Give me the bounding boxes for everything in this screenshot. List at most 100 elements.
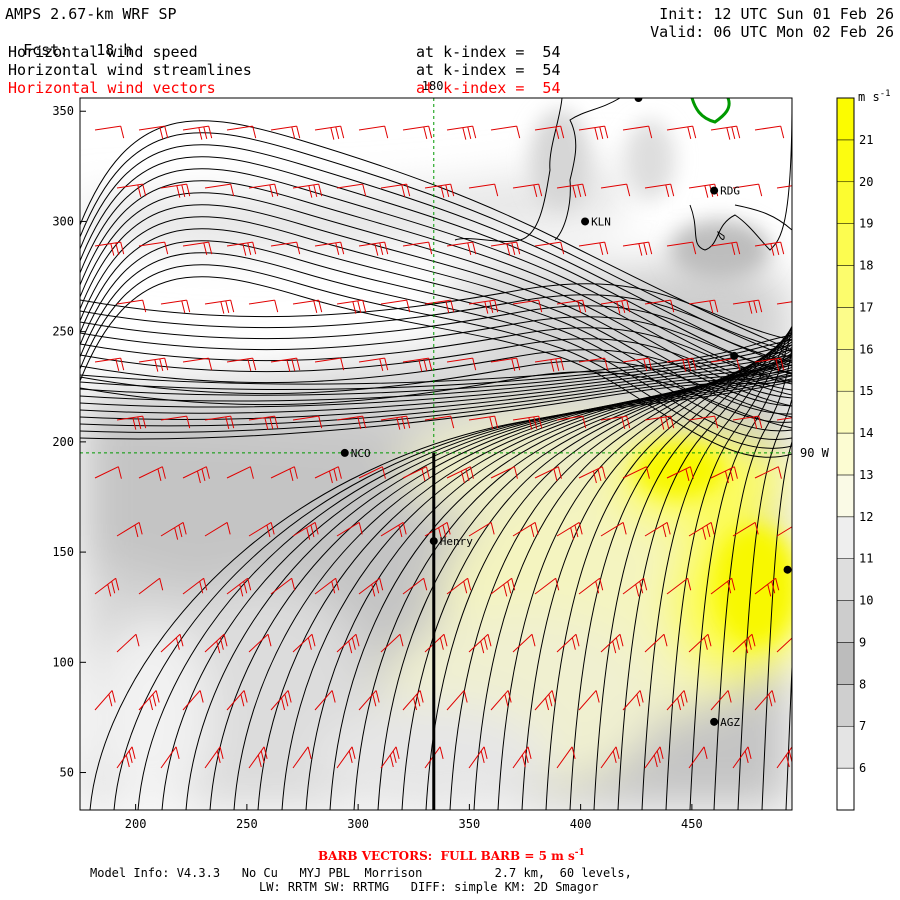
wind-barb (116, 415, 147, 430)
streamline (617, 326, 792, 810)
plot-frame (79, 97, 793, 811)
wind-barb (138, 125, 169, 139)
wind-barb (226, 690, 248, 711)
wind-barb (446, 241, 477, 255)
wind-barb (94, 357, 125, 371)
wind-barb (204, 415, 235, 429)
wind-barb (556, 746, 576, 769)
wind-barb (270, 241, 301, 255)
station-label: AGZ (720, 716, 740, 729)
wind-barb (710, 690, 732, 711)
wind-barb (248, 299, 279, 313)
colorbar-swatch (836, 349, 855, 392)
colorbar-tick-label: 8 (859, 677, 866, 691)
wind-barb (292, 415, 323, 429)
colorbar-tick-label: 9 (859, 635, 866, 649)
wind-barb (270, 690, 292, 711)
wind-barb (424, 521, 451, 540)
wind-barb (534, 577, 560, 595)
station-marker (730, 351, 739, 360)
wind-barb (556, 521, 583, 540)
wind-barb (182, 690, 204, 711)
wind-barb (380, 746, 400, 769)
model-info-line-2: LW: RRTM SW: RRTMG DIFF: simple KM: 2D S… (259, 880, 599, 894)
wind-barb (776, 637, 792, 653)
y-tick-label: 250 (52, 325, 74, 339)
wind-barb (666, 125, 697, 139)
wind-barb (622, 357, 653, 371)
colorbar: 6 7 8 9 10 11 12 13 14 15 16 17 18 19 20 21 (836, 97, 873, 811)
wind-barb (754, 125, 785, 139)
wind-barb (644, 183, 675, 197)
colorbar-swatch (836, 558, 855, 601)
wind-barb (644, 415, 675, 430)
x-tick-label: 250 (236, 817, 258, 831)
station-marker (340, 448, 349, 457)
wind-barb (732, 633, 756, 654)
colorbar-swatch (836, 181, 855, 224)
wind-barb (336, 183, 367, 197)
colorbar-swatch (836, 223, 855, 266)
colorbar-swatch (836, 139, 855, 183)
colorbar-tick-label: 10 (859, 594, 873, 608)
station-marker (634, 98, 643, 102)
wind-barb (446, 466, 474, 484)
wind-barb (358, 241, 389, 256)
station-marker (710, 186, 719, 195)
wind-barb (732, 521, 759, 537)
streamline (713, 344, 792, 810)
wind-barb (556, 299, 587, 313)
wind-barb (490, 690, 512, 711)
wind-barb (446, 690, 468, 711)
streamline (737, 396, 792, 810)
wind-barb (138, 690, 160, 711)
wind-barb (578, 241, 609, 255)
colorbar-swatch (836, 684, 855, 727)
wind-barb (116, 299, 147, 313)
colorbar-swatch (836, 390, 855, 434)
streamline (80, 344, 792, 396)
wind-barb (336, 746, 356, 769)
colorbar-tick-label: 18 (859, 259, 873, 273)
wind-barb (314, 241, 345, 255)
wind-barb (116, 521, 143, 538)
wind-barb (534, 690, 556, 711)
wind-barb (204, 183, 235, 197)
wind-barb (358, 357, 389, 371)
wind-barb (644, 633, 668, 653)
streamline (80, 144, 792, 367)
station-marker (783, 565, 792, 574)
wind-barb (710, 466, 738, 484)
streamline (80, 316, 792, 374)
colorbar-tick-label: 17 (859, 300, 873, 314)
streamline (80, 334, 792, 385)
wind-barb (600, 521, 627, 537)
wind-barb (688, 415, 719, 429)
plot-area: NCO Henry KLN RDG AGZ (80, 98, 792, 810)
wind-barb (556, 633, 580, 653)
streamline (80, 339, 792, 391)
wind-barb (556, 183, 587, 198)
streamline (665, 325, 792, 810)
wind-barb (248, 415, 279, 430)
wind-barb (512, 299, 543, 313)
wind-barb (204, 746, 224, 769)
wind-barb (424, 299, 455, 313)
wind-barbs (94, 125, 792, 769)
wind-barb (182, 466, 210, 484)
wind-barb (248, 521, 275, 538)
streamline (137, 375, 792, 810)
wind-barb (248, 746, 268, 769)
wind-barb (292, 299, 323, 313)
colorbar-swatch (836, 97, 855, 141)
wind-barb (754, 577, 780, 597)
streamline (80, 327, 792, 385)
wind-barb (490, 125, 521, 139)
colorbar-tick-label: 13 (859, 468, 873, 482)
colorbar-swatch (836, 642, 855, 685)
streamline (80, 349, 792, 407)
wind-barb (622, 690, 644, 711)
wind-barb (402, 466, 430, 481)
wind-barb (138, 241, 169, 255)
field-vectors: Horizontal wind vectors (8, 79, 216, 97)
